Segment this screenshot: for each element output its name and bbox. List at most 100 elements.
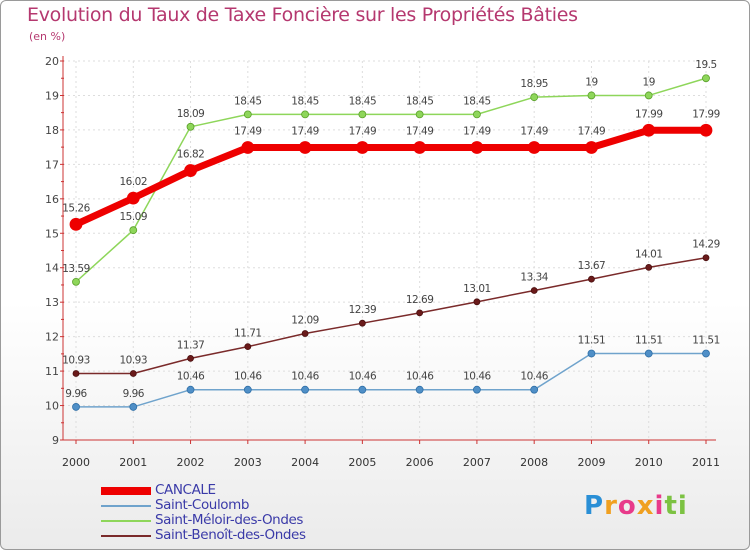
data-label-saint-benoit-des-ondes: 13.01 xyxy=(463,283,491,295)
data-label-saint-benoit-des-ondes: 14.29 xyxy=(692,239,720,251)
logo-letter: i xyxy=(654,491,665,521)
data-label-saint-coulomb: 10.46 xyxy=(291,371,319,383)
x-tick-label: 2000 xyxy=(62,456,90,469)
data-point-saint-meloir-des-ondes xyxy=(587,91,596,100)
data-point-saint-benoit-des-ondes xyxy=(301,330,309,337)
data-point-saint-benoit-des-ondes xyxy=(645,263,653,271)
data-point-saint-meloir-des-ondes xyxy=(129,226,138,235)
data-label-saint-meloir-des-ondes: 19 xyxy=(643,76,655,88)
legend-label: Saint-Coulomb xyxy=(155,497,250,513)
data-label-saint-meloir-des-ondes: 18.45 xyxy=(234,95,262,107)
y-tick-label: 19 xyxy=(45,89,59,102)
data-point-saint-meloir-des-ondes xyxy=(702,74,710,83)
data-point-saint-coulomb xyxy=(186,385,195,394)
data-label-saint-meloir-des-ondes: 18.45 xyxy=(349,95,377,107)
data-label-saint-coulomb: 10.46 xyxy=(177,371,205,383)
legend-swatch xyxy=(101,520,151,522)
data-point-saint-benoit-des-ondes xyxy=(72,370,80,377)
proxiti-logo: Proxiti xyxy=(584,491,688,521)
data-label-saint-meloir-des-ondes: 19 xyxy=(585,76,597,88)
data-label-saint-meloir-des-ondes: 18.45 xyxy=(463,95,491,107)
data-point-saint-benoit-des-ondes xyxy=(473,298,481,306)
data-point-saint-coulomb xyxy=(644,349,653,358)
data-point-cancale xyxy=(355,141,369,154)
data-point-saint-coulomb xyxy=(530,385,539,394)
legend-swatch xyxy=(101,487,151,495)
legend-label: Saint-Méloir-des-Ondes xyxy=(155,512,304,528)
data-label-saint-benoit-des-ondes: 13.34 xyxy=(520,271,548,283)
x-tick-label: 2006 xyxy=(406,456,434,469)
data-point-saint-meloir-des-ondes xyxy=(301,110,309,119)
series-layer xyxy=(69,74,713,411)
axis-layer: 9 10 11 12 13 14 15 16 17 18 19 20 2000 2001 2002 2003 2… xyxy=(45,55,720,469)
unit-label: (en %) xyxy=(29,30,66,43)
data-label-saint-benoit-des-ondes: 10.93 xyxy=(62,355,90,367)
data-point-saint-coulomb xyxy=(473,385,481,394)
data-label-cancale: 17.49 xyxy=(406,125,434,137)
data-point-saint-meloir-des-ondes xyxy=(473,110,481,119)
data-point-saint-meloir-des-ondes xyxy=(358,110,367,119)
data-point-cancale xyxy=(470,141,484,154)
data-point-cancale xyxy=(527,141,541,154)
data-label-saint-coulomb: 11.51 xyxy=(692,335,720,347)
data-label-saint-meloir-des-ondes: 18.45 xyxy=(406,95,434,107)
data-point-cancale xyxy=(69,217,83,231)
y-tick-label: 15 xyxy=(45,227,59,240)
data-point-saint-benoit-des-ondes xyxy=(244,343,252,351)
logo-letter: x xyxy=(636,491,655,521)
data-point-saint-coulomb xyxy=(72,403,80,411)
data-label-cancale: 17.49 xyxy=(578,125,606,137)
x-tick-label: 2010 xyxy=(635,456,663,469)
data-point-saint-coulomb xyxy=(587,349,596,358)
y-tick-label: 14 xyxy=(45,262,59,275)
data-label-cancale: 17.49 xyxy=(234,125,262,137)
legend-swatch xyxy=(101,535,151,537)
data-point-saint-meloir-des-ondes xyxy=(415,110,424,119)
legend-label: CANCALE xyxy=(155,482,216,498)
data-label-cancale: 17.49 xyxy=(349,125,377,137)
data-point-saint-coulomb xyxy=(129,403,138,411)
data-point-saint-coulomb xyxy=(243,385,252,394)
data-point-cancale xyxy=(126,191,140,205)
data-label-layer: 10.93 10.93 11.37 11.71 12.09 12.39 12.69 13.01… xyxy=(62,59,720,400)
x-tick-label: 2007 xyxy=(463,456,491,469)
data-label-saint-benoit-des-ondes: 12.39 xyxy=(349,304,377,316)
x-tick-label: 2003 xyxy=(234,456,262,469)
data-label-cancale: 17.49 xyxy=(520,125,548,137)
data-point-cancale xyxy=(699,123,713,137)
data-label-saint-benoit-des-ondes: 11.37 xyxy=(177,339,205,351)
logo-letter: t xyxy=(664,491,678,521)
data-point-cancale xyxy=(413,141,427,154)
data-point-saint-meloir-des-ondes xyxy=(530,93,539,102)
data-label-cancale: 17.99 xyxy=(635,108,663,120)
x-tick-label: 2011 xyxy=(692,456,720,469)
data-label-saint-coulomb: 11.51 xyxy=(578,335,606,347)
y-tick-label: 16 xyxy=(45,193,59,206)
data-point-saint-coulomb xyxy=(301,385,309,394)
y-tick-label: 10 xyxy=(45,400,59,413)
data-point-saint-benoit-des-ondes xyxy=(588,275,595,283)
y-tick-label: 12 xyxy=(45,331,59,344)
data-label-saint-coulomb: 9.96 xyxy=(65,388,87,400)
logo-letter: i xyxy=(677,491,688,521)
data-label-saint-coulomb: 10.46 xyxy=(520,371,548,383)
data-point-saint-benoit-des-ondes xyxy=(129,370,137,377)
chart-title: Evolution du Taux de Taxe Foncière sur l… xyxy=(27,4,578,26)
y-tick-label: 9 xyxy=(52,434,59,447)
data-point-saint-benoit-des-ondes xyxy=(187,354,194,362)
data-label-saint-meloir-des-ondes: 18.09 xyxy=(177,108,205,120)
series-line-saint-benoit-des-ondes xyxy=(75,256,707,375)
data-label-saint-benoit-des-ondes: 14.01 xyxy=(635,248,663,260)
data-label-saint-benoit-des-ondes: 11.71 xyxy=(234,328,262,340)
x-tick-label: 2001 xyxy=(119,456,147,469)
logo-letter: r xyxy=(604,491,618,521)
series-line-cancale xyxy=(72,126,710,228)
data-point-saint-meloir-des-ondes xyxy=(644,91,653,100)
data-label-cancale: 17.99 xyxy=(692,108,720,120)
data-point-saint-coulomb xyxy=(358,385,367,394)
data-point-cancale xyxy=(184,164,197,177)
data-point-saint-coulomb xyxy=(415,385,424,394)
data-label-saint-meloir-des-ondes: 18.95 xyxy=(520,78,548,90)
